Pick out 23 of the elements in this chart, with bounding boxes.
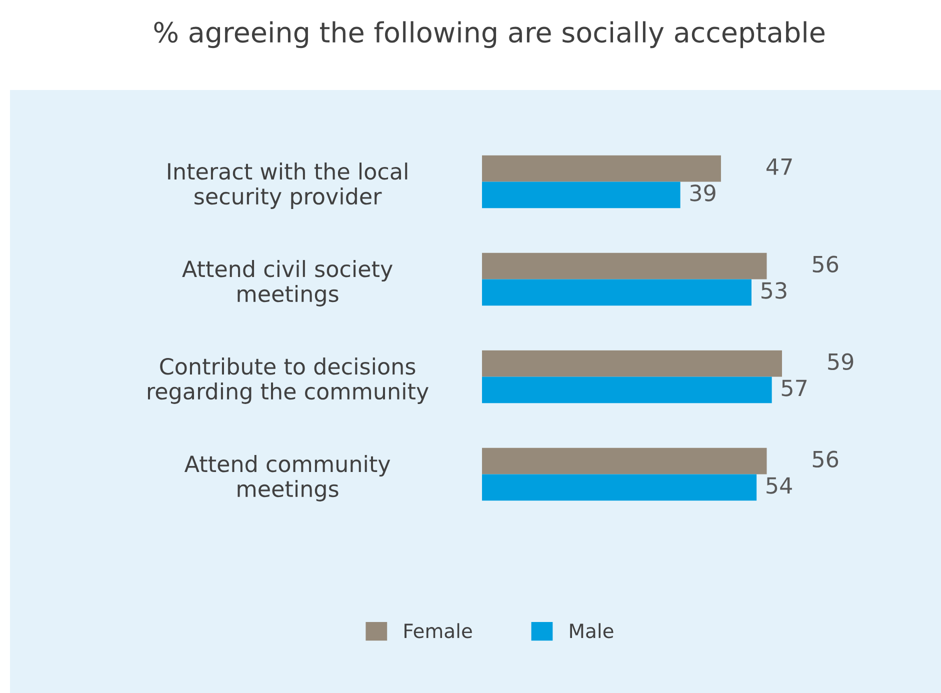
y-tick-label: Attend civil society meetings xyxy=(182,260,393,306)
bar xyxy=(482,448,767,474)
y-tick-label: Contribute to decisions regarding the community xyxy=(148,358,428,404)
bar xyxy=(482,155,721,182)
bar xyxy=(482,474,757,501)
bar xyxy=(482,350,782,377)
y-tick-label: Attend community meetings xyxy=(184,455,390,502)
data-label: 57 xyxy=(782,380,807,396)
data-label: 47 xyxy=(766,158,792,175)
data-label: 53 xyxy=(762,282,786,299)
y-tick-label: Interact with the local security provider xyxy=(168,162,408,209)
data-label: 54 xyxy=(766,477,792,494)
data-label: 39 xyxy=(690,184,716,202)
bar xyxy=(482,252,767,280)
data-label: 59 xyxy=(828,353,854,370)
bar xyxy=(482,182,680,208)
bar xyxy=(482,279,752,306)
legend-label: Female xyxy=(404,623,472,638)
legend-label: Male xyxy=(570,623,614,638)
data-label: 56 xyxy=(812,256,838,273)
chart-title: % agreeing the following are socially acceptable xyxy=(154,21,824,48)
bar xyxy=(482,376,772,404)
data-label: 56 xyxy=(812,450,838,468)
